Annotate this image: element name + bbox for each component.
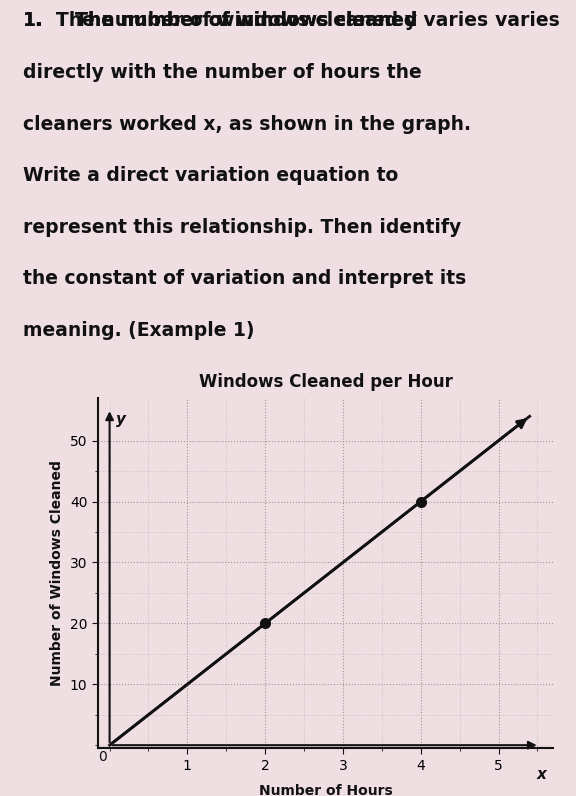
Text: represent this relationship. Then identify: represent this relationship. Then identi…: [23, 218, 461, 236]
Text: 1.  The number of windows cleaned y varies: 1. The number of windows cleaned y varie…: [23, 11, 488, 30]
Text: 0: 0: [98, 750, 107, 764]
Text: x: x: [536, 767, 546, 782]
Text: 1.: 1.: [23, 11, 43, 30]
Text: the constant of variation and interpret its: the constant of variation and interpret …: [23, 269, 467, 288]
Title: Windows Cleaned per Hour: Windows Cleaned per Hour: [199, 373, 452, 391]
Text: The number of windows cleaned: The number of windows cleaned: [75, 11, 424, 30]
Text: meaning. (Example 1): meaning. (Example 1): [23, 321, 255, 340]
Y-axis label: Number of Windows Cleaned: Number of Windows Cleaned: [50, 460, 65, 686]
Text: directly with the number of hours the: directly with the number of hours the: [23, 63, 422, 82]
X-axis label: Number of Hours: Number of Hours: [259, 784, 392, 796]
Text: Write a direct variation equation to: Write a direct variation equation to: [23, 166, 398, 185]
Text: y: y: [116, 412, 126, 427]
Text: The number of windows cleaned                    varies: The number of windows cleaned varies: [75, 11, 560, 30]
Text: cleaners worked x, as shown in the graph.: cleaners worked x, as shown in the graph…: [23, 115, 471, 134]
